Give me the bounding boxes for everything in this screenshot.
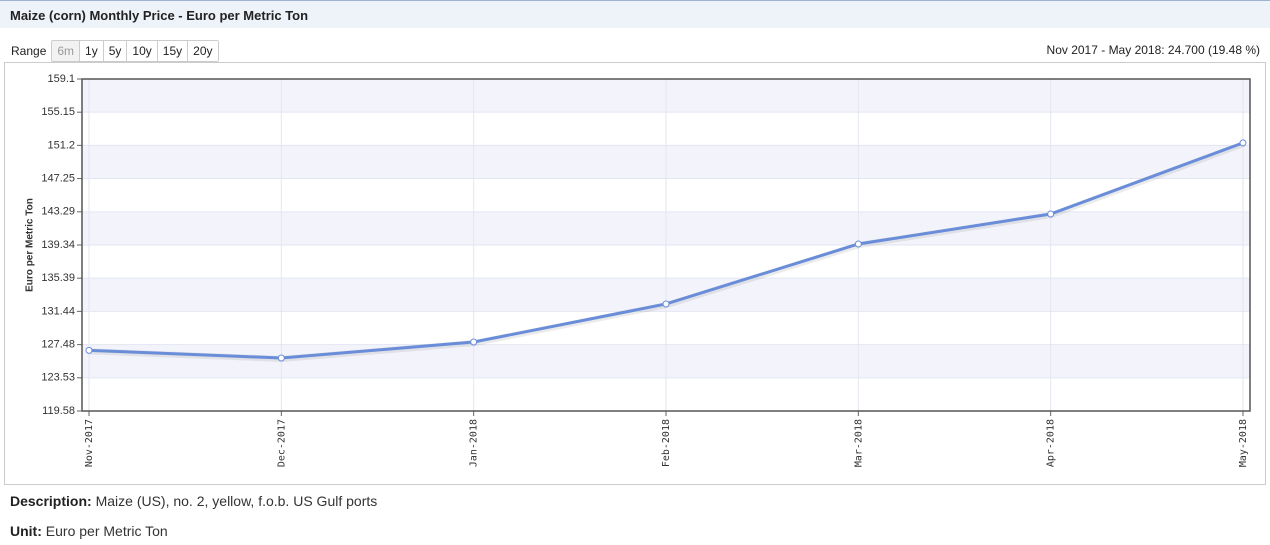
summary: Nov 2017 - May 2018: 24.700 (19.48 %) <box>1046 43 1260 57</box>
y-tick-label: 143.29 <box>41 206 75 218</box>
range-label: Range <box>11 44 47 58</box>
range-button[interactable]: 6m <box>52 41 80 61</box>
y-axis-label: Euro per Metric Ton <box>25 198 36 292</box>
x-tick-label: Jan-2018 <box>469 419 480 467</box>
y-tick-label: 131.44 <box>41 305 75 317</box>
point <box>85 346 93 354</box>
x-tick-label: Apr-2018 <box>1046 419 1057 467</box>
x-tick-label: Dec-2017 <box>276 419 287 467</box>
description-label: Description: <box>10 493 92 509</box>
point <box>277 354 285 362</box>
y-tick-label: 139.34 <box>41 239 75 251</box>
y-tick-label: 155.15 <box>41 106 75 118</box>
header: Maize (corn) Monthly Price - Euro per Me… <box>0 0 1270 28</box>
plot-border <box>81 78 1251 412</box>
range-buttons: 6m 1y 5y 10y 15y 20y <box>51 40 219 62</box>
unit-text: Euro per Metric Ton <box>45 523 168 539</box>
point <box>662 300 670 308</box>
range-button[interactable]: 20y <box>187 41 218 61</box>
description: Description: Maize (US), no. 2, yellow, … <box>10 493 377 509</box>
x-tick-label: Feb-2018 <box>661 419 672 467</box>
range: Range 6m 1y 5y 10y 15y 20y <box>11 40 219 62</box>
point <box>854 240 862 248</box>
chart: 119.58 123.53 127.48 131.44 135.39 139.34 143.… <box>25 73 1251 467</box>
y-tick-label: 127.48 <box>41 339 75 351</box>
y-tick-label: 147.25 <box>41 172 75 184</box>
unit-label: Unit: <box>10 523 42 539</box>
description-text: Maize (US), no. 2, yellow, f.o.b. US Gul… <box>95 493 378 509</box>
x-tick-label: Nov-2017 <box>84 419 95 467</box>
point <box>1047 210 1055 218</box>
y-tick-label: 123.53 <box>41 372 75 384</box>
x-tick-label: May-2018 <box>1238 419 1249 467</box>
y-tick-label: 151.2 <box>47 139 75 151</box>
point <box>1239 139 1247 147</box>
x-tick-label: Mar-2018 <box>853 419 864 467</box>
y-tick-label: 119.58 <box>42 405 75 417</box>
point <box>470 338 478 346</box>
y-tick-label: 135.39 <box>41 272 75 284</box>
range-button[interactable]: 10y <box>126 41 157 61</box>
unit: Unit: Euro per Metric Ton <box>10 523 168 539</box>
range-button[interactable]: 5y <box>102 41 127 61</box>
chart-box <box>4 62 1266 485</box>
range-button[interactable]: 1y <box>79 41 103 61</box>
title: Maize (corn) Monthly Price - Euro per Me… <box>10 8 309 23</box>
y-tick-label: 159.1 <box>47 73 75 85</box>
range-button[interactable]: 15y <box>156 41 188 61</box>
